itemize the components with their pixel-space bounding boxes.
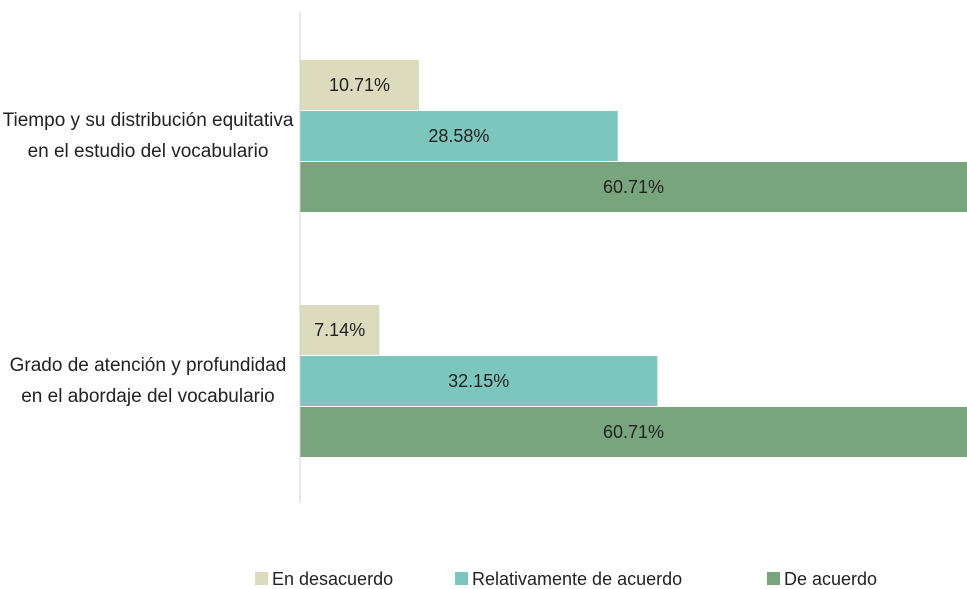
data-label: 10.71% [329, 75, 390, 95]
legend-label: Relativamente de acuerdo [472, 569, 682, 589]
data-label: 7.14% [314, 320, 365, 340]
bar [300, 305, 380, 355]
data-label: 32.15% [448, 371, 509, 391]
data-label: 28.58% [428, 126, 489, 146]
legend-swatch [455, 572, 468, 585]
data-label: 60.71% [603, 422, 664, 442]
bar [300, 60, 420, 110]
legend-swatch [767, 572, 780, 585]
bar [300, 356, 658, 406]
category-label: Tiempo y su distribución equitativa en e… [2, 110, 294, 162]
legend-label: De acuerdo [784, 569, 877, 589]
legend-swatch [255, 572, 268, 585]
category-label: Grado de atención y profundidad en el ab… [9, 355, 287, 407]
bar [300, 111, 618, 161]
legend-label: En desacuerdo [272, 569, 393, 589]
bar [300, 407, 967, 457]
bar [300, 162, 967, 212]
data-label: 60.71% [603, 177, 664, 197]
